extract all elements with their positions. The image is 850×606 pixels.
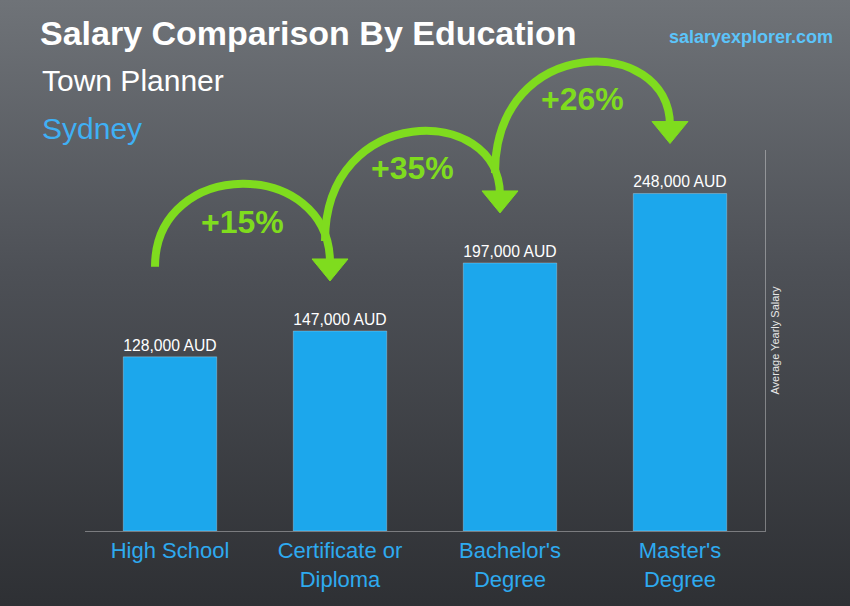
svg-text:128,000 AUD: 128,000 AUD [123, 337, 216, 354]
svg-text:197,000 AUD: 197,000 AUD [463, 243, 556, 260]
svg-text:Average Yearly Salary: Average Yearly Salary [769, 286, 781, 395]
svg-text:salaryexplorer.com: salaryexplorer.com [669, 27, 833, 47]
svg-text:147,000 AUD: 147,000 AUD [293, 311, 386, 328]
svg-text:Master'sDegree: Master'sDegree [639, 538, 721, 592]
svg-text:Sydney: Sydney [42, 112, 142, 145]
svg-text:+35%: +35% [371, 150, 454, 186]
svg-text:248,000 AUD: 248,000 AUD [633, 173, 726, 190]
svg-text:High School: High School [111, 538, 230, 563]
svg-text:Town Planner: Town Planner [42, 64, 224, 97]
svg-text:Salary Comparison By Education: Salary Comparison By Education [40, 14, 577, 52]
svg-text:+15%: +15% [201, 204, 284, 240]
svg-text:Bachelor'sDegree: Bachelor'sDegree [459, 538, 561, 592]
svg-text:Certificate orDiploma: Certificate orDiploma [278, 538, 403, 592]
svg-text:+26%: +26% [541, 81, 624, 117]
